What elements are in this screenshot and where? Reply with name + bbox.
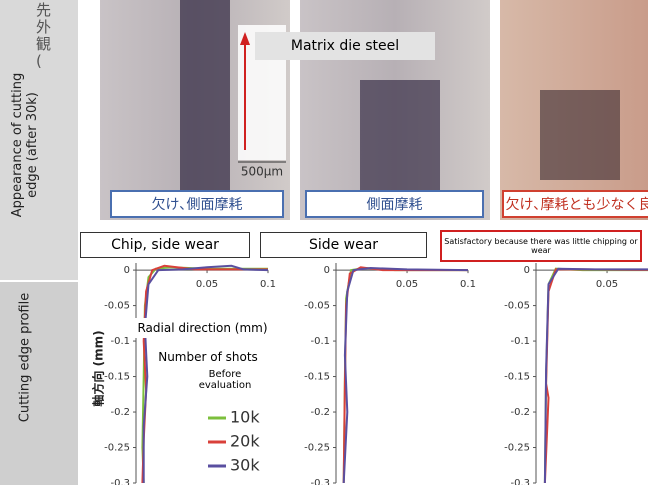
page: 先外観( Appearance of cutting edge (after 3… [0, 0, 648, 485]
chart-header: Side wear [260, 232, 427, 258]
y-tick-label: -0.05 [104, 301, 130, 312]
chart-header: Chip, side wear [80, 232, 250, 258]
x-tick-label: 0.1 [460, 279, 476, 290]
y-tick-label: -0.25 [504, 443, 530, 454]
scale-label: 500μm [241, 165, 283, 179]
y-tick-label: -0.25 [304, 443, 330, 454]
x-tick-label: 0.1 [260, 279, 276, 290]
material-label: Matrix die steel [255, 32, 435, 60]
profile-line [545, 269, 648, 483]
y-tick-label: -0.2 [510, 407, 530, 418]
y-tick-label: -0.1 [310, 336, 330, 347]
banner: 側面摩耗 [305, 190, 484, 218]
y-tick-label: -0.2 [310, 407, 330, 418]
x-tick-label: 0.05 [396, 279, 418, 290]
y-tick-label: -0.05 [304, 301, 330, 312]
y-tick-label: -0.25 [104, 443, 130, 454]
y-tick-label: -0.3 [510, 478, 530, 485]
wear-mark [360, 80, 440, 190]
y-axis-label: 軸方向 (mm) [90, 319, 107, 419]
y-tick-label: -0.1 [110, 336, 130, 347]
legend-label: 20k [230, 432, 260, 451]
legend-title: Number of shots [148, 347, 268, 367]
y-tick-label: -0.15 [504, 372, 530, 383]
y-tick-label: 0 [524, 265, 530, 276]
banner: 欠け､側面摩耗 [110, 190, 284, 218]
chart-header: Satisfactory because there was little ch… [440, 230, 642, 262]
banner: 欠け､摩耗とも少なく良 [502, 190, 648, 218]
y-tick-label: -0.1 [510, 336, 530, 347]
y-tick-label: -0.3 [110, 478, 130, 485]
legend-label: 30k [230, 456, 260, 475]
legend-subtitle: Before evaluation [185, 368, 265, 392]
wear-mark [540, 90, 620, 180]
profile-line [344, 268, 468, 483]
y-tick-label: -0.15 [304, 372, 330, 383]
profile-line [344, 268, 468, 483]
profile-line [344, 267, 468, 483]
y-tick-label: 0 [124, 265, 130, 276]
x-tick-label: 0.05 [596, 279, 618, 290]
profile-line [545, 269, 648, 483]
y-tick-label: -0.2 [110, 407, 130, 418]
y-tick-label: -0.3 [310, 478, 330, 485]
y-tick-label: -0.05 [504, 301, 530, 312]
x-axis-label: Radial direction (mm) [135, 318, 270, 338]
wear-mark [180, 0, 230, 200]
x-tick-label: 0.05 [196, 279, 218, 290]
y-tick-label: 0 [324, 265, 330, 276]
profile-line [545, 269, 648, 483]
legend-label: 10k [230, 408, 260, 427]
y-tick-label: -0.15 [104, 372, 130, 383]
